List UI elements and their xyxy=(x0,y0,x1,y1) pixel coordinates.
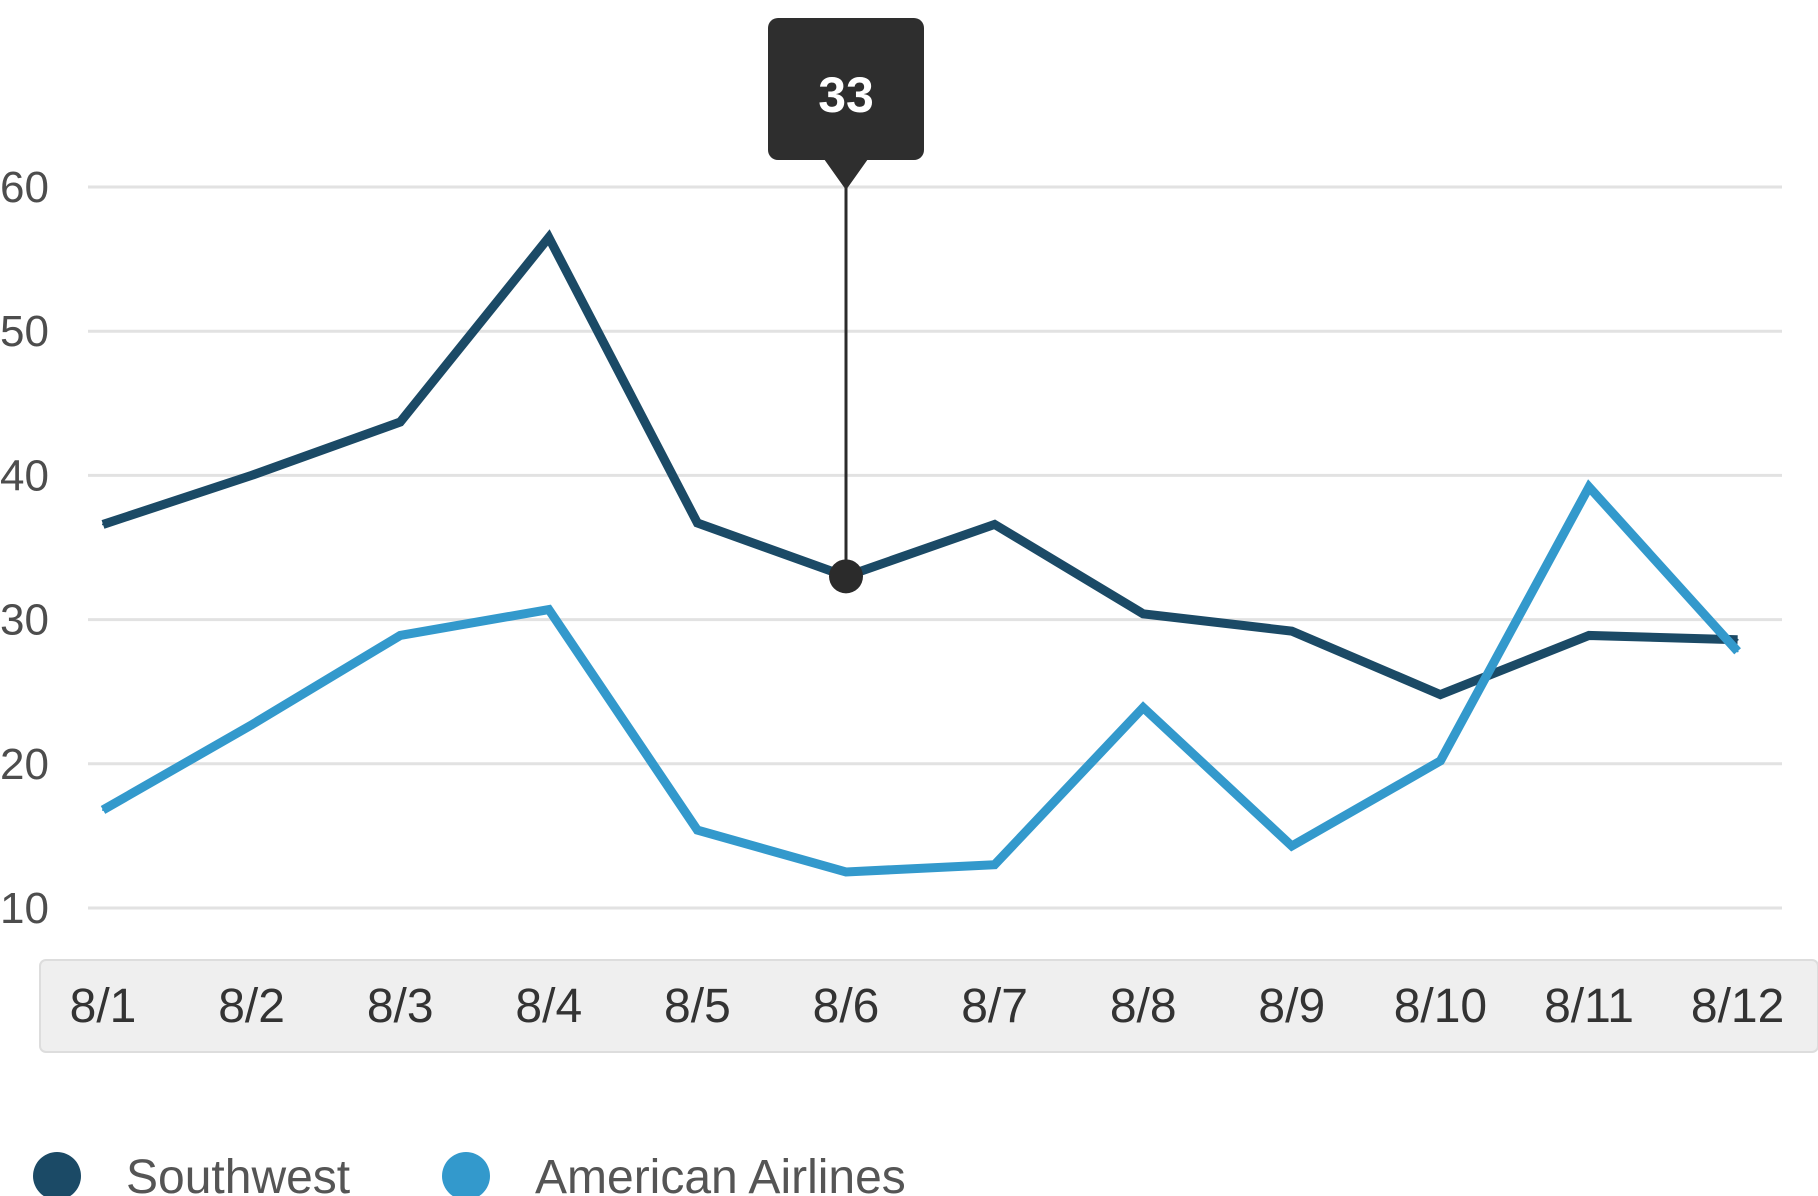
series-line-southwest xyxy=(101,229,1738,700)
tooltip-box xyxy=(768,18,924,160)
legend-label-southwest: Southwest xyxy=(126,1151,350,1196)
data-point xyxy=(1142,612,1145,615)
data-point xyxy=(1736,638,1739,641)
data-point xyxy=(993,523,996,526)
data-point xyxy=(1290,844,1293,847)
data-point xyxy=(993,863,996,866)
data-point xyxy=(1736,650,1739,653)
y-tick-label: 20 xyxy=(0,740,49,789)
x-tick-label: 8/12 xyxy=(1691,980,1784,1033)
x-tick-label: 8/7 xyxy=(961,980,1028,1033)
legend-swatch-southwest xyxy=(33,1152,81,1196)
tooltip: 33 xyxy=(768,18,924,594)
data-point xyxy=(399,421,402,424)
y-tick-label: 40 xyxy=(0,451,49,500)
legend: Southwest American Airlines xyxy=(33,1151,906,1196)
x-tick-label: 8/3 xyxy=(367,980,434,1033)
data-point xyxy=(1290,630,1293,633)
data-point xyxy=(399,634,402,637)
y-tick-label: 50 xyxy=(0,307,49,356)
x-axis: 8/1 8/2 8/3 8/4 8/5 8/6 8/7 8/8 8/9 8/10 8/11 8/12 xyxy=(39,959,1818,1053)
legend-swatch-american-airlines xyxy=(442,1152,490,1196)
data-point xyxy=(696,829,699,832)
data-point xyxy=(102,808,104,811)
grid-lines xyxy=(88,185,1782,910)
data-point xyxy=(1439,693,1442,696)
x-tick-label: 8/10 xyxy=(1394,980,1487,1033)
x-tick-label: 8/5 xyxy=(664,980,731,1033)
x-tick-label: 8/4 xyxy=(515,980,582,1033)
data-point xyxy=(1588,485,1590,488)
x-tick-label: 8/11 xyxy=(1544,980,1634,1033)
data-point xyxy=(250,474,253,477)
data-point xyxy=(696,521,699,524)
data-point xyxy=(845,870,847,873)
data-point xyxy=(250,723,253,726)
legend-label-american-airlines: American Airlines xyxy=(535,1151,906,1196)
x-tick-label: 8/9 xyxy=(1258,980,1325,1033)
series-lines xyxy=(100,229,1741,877)
series-line-american-airlines xyxy=(100,479,1741,877)
data-point xyxy=(1588,634,1590,637)
y-tick-label: 30 xyxy=(0,596,49,645)
x-tick-label: 8/2 xyxy=(218,980,285,1033)
data-point xyxy=(1439,759,1442,762)
data-point xyxy=(1142,706,1145,709)
x-axis-band xyxy=(39,959,1818,1053)
x-tick-label: 8/6 xyxy=(813,980,880,1033)
data-point xyxy=(547,236,550,239)
data-point xyxy=(102,523,104,526)
y-tick-label: 60 xyxy=(0,163,49,212)
tooltip-pointer xyxy=(824,159,868,190)
tooltip-marker xyxy=(829,559,863,594)
y-axis: 10 20 30 40 50 60 xyxy=(0,163,49,933)
tooltip-value: 33 xyxy=(818,67,874,123)
data-point xyxy=(547,608,550,611)
y-tick-label: 10 xyxy=(0,884,49,933)
x-tick-label: 8/1 xyxy=(70,980,137,1033)
x-tick-label: 8/8 xyxy=(1110,980,1177,1033)
